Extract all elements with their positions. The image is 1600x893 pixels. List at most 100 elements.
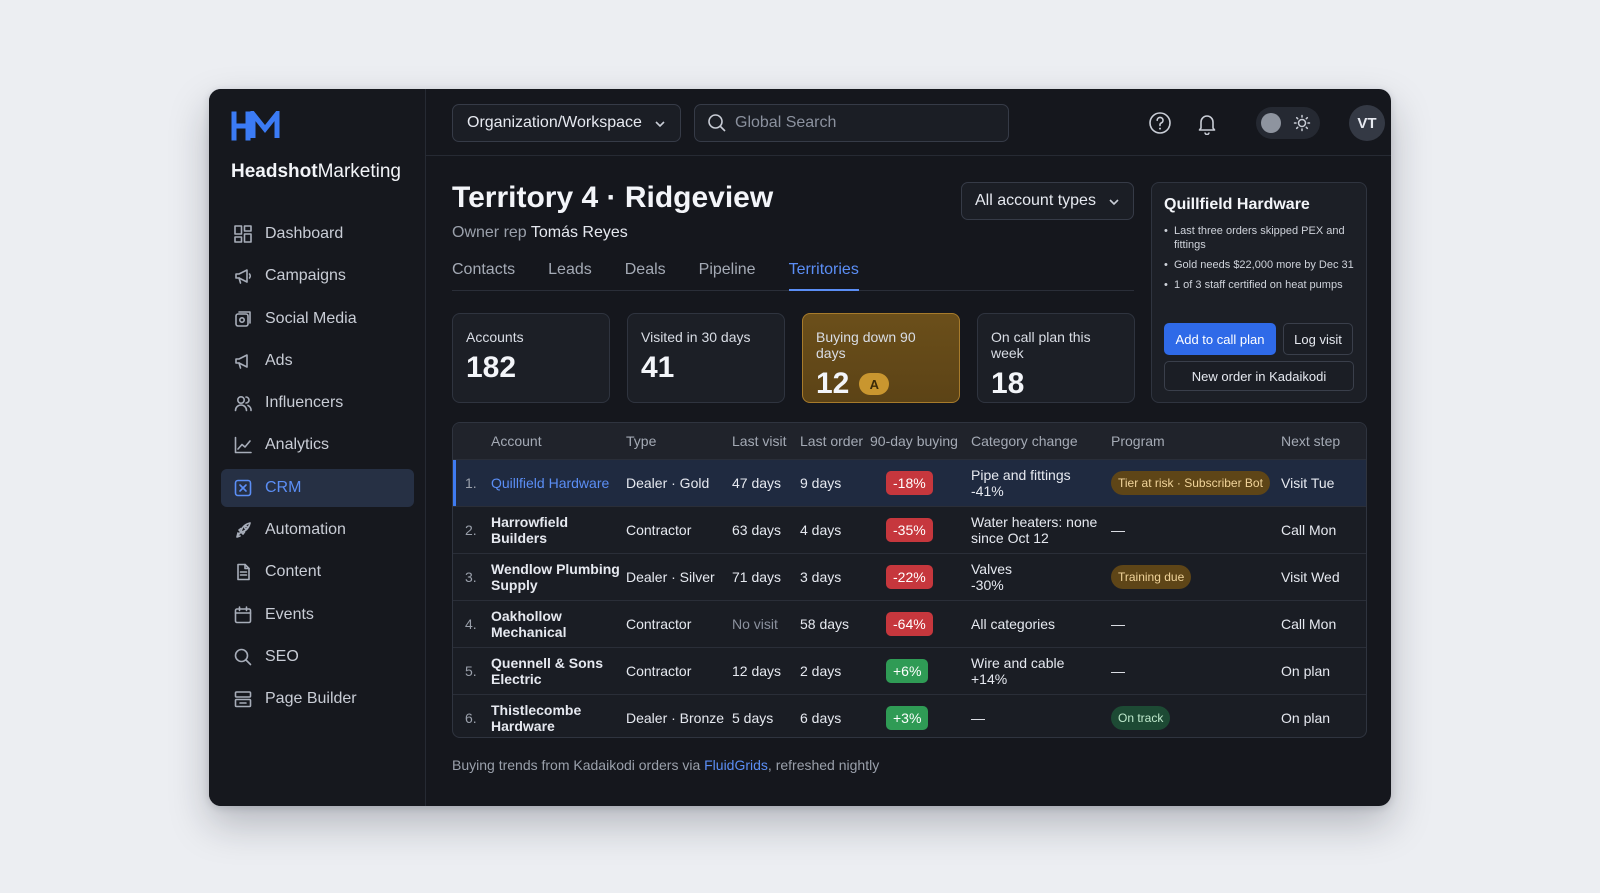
sidebar-item-label: CRM: [265, 478, 302, 496]
log-visit-button[interactable]: Log visit: [1283, 323, 1353, 355]
last-order: 4 days: [800, 521, 842, 538]
category-change: Pipe and fittings -41%: [967, 459, 1107, 506]
column-header[interactable]: [453, 423, 487, 459]
summary-card-title: Quillfield Hardware: [1164, 196, 1310, 213]
kpi-card[interactable]: Accounts 182: [452, 313, 610, 403]
table-row[interactable]: 4. Oakhollow Mechanical Contractor No visit…: [453, 600, 1366, 647]
buying-cell: +3%: [866, 694, 967, 737]
table-row[interactable]: 1. Quillfield Hardware Dealer · Gold 47 day…: [453, 459, 1366, 506]
column-header[interactable]: Account: [491, 432, 542, 449]
last-order: 3 days: [800, 568, 842, 585]
account-name[interactable]: Harrowfield Builders: [491, 513, 569, 546]
table-row[interactable]: 3. Wendlow Plumbing Supply Dealer · Silver…: [453, 553, 1366, 600]
workspace-label: Organization/Workspace: [467, 114, 642, 131]
account-type-filter-label: All account types: [975, 192, 1096, 209]
account-name[interactable]: Quillfield Hardware: [491, 474, 610, 491]
user-avatar[interactable]: VT: [1349, 105, 1385, 141]
account-name[interactable]: Wendlow Plumbing Supply: [491, 560, 620, 593]
column-header[interactable]: Last visit: [732, 432, 787, 449]
layout-icon: [234, 691, 252, 708]
column-header[interactable]: Last order: [800, 432, 864, 449]
sidebar-item-seo[interactable]: SEO: [221, 638, 414, 676]
next-step[interactable]: Visit Tue: [1281, 474, 1335, 491]
sidebar-item-analytics[interactable]: Analytics: [221, 426, 414, 464]
sidebar-item-label: Social Media: [265, 309, 357, 327]
table-header-row: Account Type Last visit Last order 90-day bu…: [453, 423, 1366, 459]
column-header[interactable]: 90-day buying: [870, 432, 958, 449]
next-step[interactable]: Call Mon: [1281, 521, 1337, 538]
tab-pipeline[interactable]: Pipeline: [698, 261, 756, 278]
workspace-selector[interactable]: Organization/Workspace: [452, 104, 681, 142]
table-row[interactable]: 5. Quennell & Sons Electric Contractor 12 d…: [453, 647, 1366, 694]
program-cell: Training due: [1107, 553, 1277, 600]
column-header[interactable]: Next step: [1281, 432, 1341, 449]
kpi-value-row: 41: [641, 351, 771, 385]
tab-leads[interactable]: Leads: [548, 261, 592, 278]
buying-change-badge: -22%: [886, 564, 933, 589]
search-input[interactable]: [735, 114, 1005, 132]
next-step[interactable]: On plan: [1281, 662, 1331, 679]
app-window: HeadshotMarketing Dashboard Campaigns Soci…: [209, 89, 1391, 806]
account-name[interactable]: Thistlecombe Hardware: [491, 701, 582, 734]
last-visit: 71 days: [732, 568, 782, 585]
next-step[interactable]: On plan: [1281, 709, 1331, 726]
sidebar-item-automation[interactable]: Automation: [221, 511, 414, 549]
sidebar-item-social-media[interactable]: Social Media: [221, 300, 414, 338]
table-row[interactable]: 2. Harrowfield Builders Contractor 63 days 4…: [453, 506, 1366, 553]
fluidgrids-link[interactable]: FluidGrids: [704, 757, 768, 773]
add-to-call-plan-button[interactable]: Add to call plan: [1164, 323, 1276, 355]
buying-change-badge: -18%: [886, 470, 933, 495]
help-icon[interactable]: [1148, 111, 1172, 135]
sidebar: HeadshotMarketing Dashboard Campaigns Soci…: [209, 89, 426, 806]
kpi-card[interactable]: Visited in 30 days 41: [627, 313, 785, 403]
column-header[interactable]: Category change: [971, 432, 1078, 449]
sidebar-item-crm[interactable]: CRM: [221, 468, 414, 507]
new-order-button[interactable]: New order in Kadaikodi: [1164, 361, 1354, 391]
crm-tabs: Contacts Leads Deals Pipeline Territories: [452, 261, 1134, 291]
tab-territories[interactable]: Territories: [788, 261, 859, 291]
toggle-knob: [1261, 113, 1281, 133]
rocket-icon: [236, 522, 251, 538]
account-type-filter[interactable]: All account types: [961, 182, 1134, 220]
ads-icon: [235, 354, 248, 369]
column-header[interactable]: Program: [1111, 432, 1165, 449]
account-name[interactable]: Oakhollow Mechanical: [491, 607, 567, 640]
category-name: Water heaters: none since Oct 12: [971, 513, 1098, 546]
program-cell: —: [1107, 600, 1277, 647]
sidebar-item-dashboard[interactable]: Dashboard: [221, 215, 414, 253]
account-type: Dealer · Gold: [626, 474, 710, 491]
sidebar-item-events[interactable]: Events: [221, 596, 414, 634]
buying-cell: -18%: [866, 459, 967, 506]
next-step[interactable]: Visit Wed: [1281, 568, 1340, 585]
sidebar-item-campaigns[interactable]: Campaigns: [221, 257, 414, 295]
kpi-card[interactable]: Buying down 90 days 12 A: [802, 313, 960, 403]
category-name: Wire and cable: [971, 654, 1065, 671]
last-order: 2 days: [800, 662, 842, 679]
sidebar-item-content[interactable]: Content: [221, 553, 414, 591]
global-search[interactable]: [694, 104, 1009, 142]
sidebar-item-label: Page Builder: [265, 690, 357, 708]
row-number: 6.: [465, 709, 477, 726]
owner-rep: Owner rep Tomás Reyes: [452, 224, 628, 241]
tab-contacts[interactable]: Contacts: [452, 261, 516, 278]
account-type: Contractor: [626, 521, 692, 538]
account-name[interactable]: Quennell & Sons Electric: [491, 654, 604, 687]
next-step[interactable]: Call Mon: [1281, 615, 1337, 632]
column-header[interactable]: Type: [626, 432, 657, 449]
sidebar-item-ads[interactable]: Ads: [221, 342, 414, 380]
tab-deals[interactable]: Deals: [624, 261, 666, 278]
owner-rep-name[interactable]: Tomás Reyes: [530, 224, 628, 241]
program-badge: Training due: [1111, 564, 1192, 589]
table-row[interactable]: 6. Thistlecombe Hardware Dealer · Bronze 5 …: [453, 694, 1366, 737]
theme-toggle[interactable]: [1256, 107, 1320, 139]
kpi-value-row: 12 A: [816, 367, 946, 401]
kpi-card[interactable]: On call plan this week 18: [977, 313, 1135, 403]
category-name: Valves: [971, 560, 1012, 577]
sidebar-item-page-builder[interactable]: Page Builder: [221, 680, 414, 718]
program-cell: —: [1107, 647, 1277, 694]
buying-change-badge: +6%: [886, 658, 929, 683]
brand-logo-icon[interactable]: [231, 111, 283, 141]
sidebar-item-influencers[interactable]: Influencers: [221, 384, 414, 422]
notifications-bell-icon[interactable]: [1195, 111, 1219, 135]
sidebar-item-label: SEO: [265, 647, 299, 665]
